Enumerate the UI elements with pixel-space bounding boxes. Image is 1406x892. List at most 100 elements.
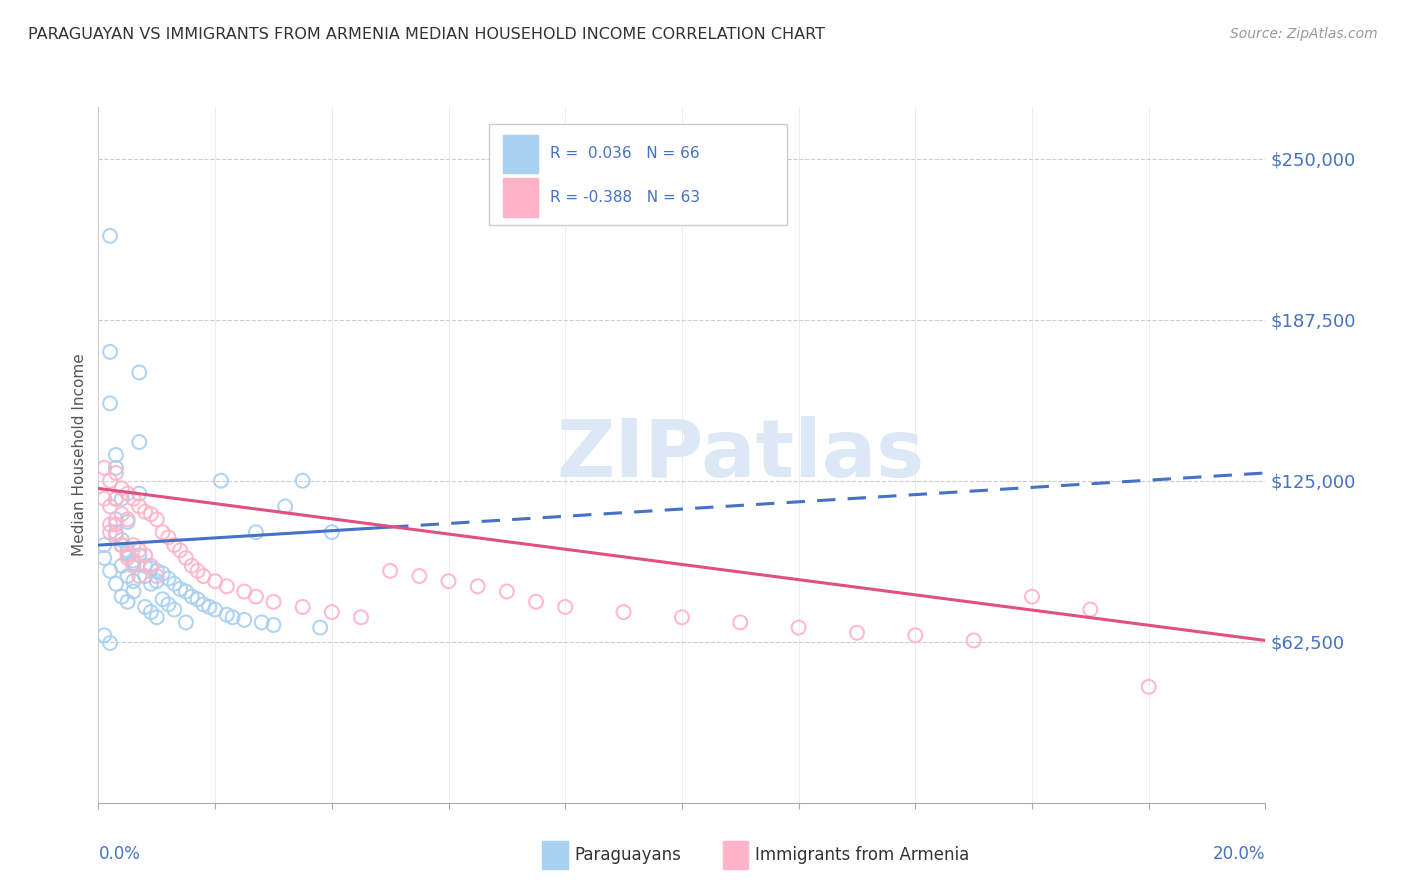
Point [117, 512, 139, 526]
Text: Paraguayans: Paraguayans [575, 846, 682, 864]
Point [128, 543, 150, 558]
Point [104, 512, 127, 526]
Text: 0.0%: 0.0% [98, 845, 141, 863]
Point [117, 551, 139, 566]
Point [157, 598, 180, 612]
Point [146, 512, 169, 526]
Point [98, 344, 121, 359]
Point [128, 435, 150, 450]
Point [134, 558, 156, 573]
Point [122, 491, 145, 506]
Point [93, 460, 115, 475]
Point [117, 515, 139, 529]
Point [111, 538, 134, 552]
Point [193, 598, 215, 612]
Point [157, 530, 180, 544]
Point [104, 528, 127, 542]
Point [98, 474, 121, 488]
Point [169, 543, 191, 558]
Point [204, 574, 226, 589]
Point [163, 602, 186, 616]
Point [134, 599, 156, 614]
Point [291, 474, 314, 488]
Point [104, 491, 127, 506]
Point [98, 517, 121, 532]
Point [1137, 680, 1160, 694]
Point [204, 602, 226, 616]
Point [554, 599, 576, 614]
Point [117, 486, 139, 500]
Point [245, 590, 267, 604]
Text: 20.0%: 20.0% [1213, 845, 1265, 863]
Point [98, 500, 121, 514]
Point [98, 228, 121, 243]
Bar [723, 841, 748, 869]
Point [467, 579, 489, 593]
Point [128, 500, 150, 514]
Point [233, 613, 256, 627]
Point [350, 610, 373, 624]
Point [128, 569, 150, 583]
Point [274, 500, 297, 514]
Point [128, 549, 150, 563]
Point [111, 558, 134, 573]
Point [139, 561, 162, 575]
Point [163, 576, 186, 591]
Point [262, 595, 284, 609]
Point [117, 549, 139, 563]
Point [309, 621, 332, 635]
Text: Immigrants from Armenia: Immigrants from Armenia [755, 846, 970, 864]
Point [139, 576, 162, 591]
Point [157, 572, 180, 586]
Point [93, 551, 115, 566]
Point [117, 595, 139, 609]
Point [291, 599, 314, 614]
Point [495, 584, 517, 599]
Point [215, 579, 238, 593]
Point [787, 621, 810, 635]
Point [408, 569, 430, 583]
Point [198, 599, 221, 614]
Point [152, 566, 174, 581]
Point [104, 460, 127, 475]
Text: R =  0.036   N = 66: R = 0.036 N = 66 [550, 146, 700, 161]
Point [122, 584, 145, 599]
Point [321, 605, 343, 619]
Point [111, 590, 134, 604]
Point [98, 396, 121, 410]
Point [904, 628, 927, 642]
Point [111, 538, 134, 552]
Text: R = -0.388   N = 63: R = -0.388 N = 63 [550, 190, 700, 205]
Point [98, 636, 121, 650]
Point [221, 610, 243, 624]
Point [187, 592, 209, 607]
Point [122, 538, 145, 552]
Point [139, 507, 162, 521]
Bar [503, 178, 538, 217]
Point [111, 538, 134, 552]
Text: PARAGUAYAN VS IMMIGRANTS FROM ARMENIA MEDIAN HOUSEHOLD INCOME CORRELATION CHART: PARAGUAYAN VS IMMIGRANTS FROM ARMENIA ME… [28, 27, 825, 42]
Point [98, 525, 121, 540]
Point [169, 582, 191, 596]
Point [111, 482, 134, 496]
Point [122, 574, 145, 589]
Point [146, 610, 169, 624]
Point [321, 525, 343, 540]
Point [128, 486, 150, 500]
Point [98, 564, 121, 578]
Point [93, 538, 115, 552]
Point [187, 564, 209, 578]
Point [104, 517, 127, 532]
Point [111, 507, 134, 521]
Point [146, 574, 169, 589]
Point [180, 558, 202, 573]
Point [122, 553, 145, 567]
Point [180, 590, 202, 604]
Point [146, 569, 169, 583]
Point [378, 564, 402, 578]
Point [174, 584, 197, 599]
Point [104, 576, 127, 591]
Point [122, 558, 145, 573]
Point [117, 569, 139, 583]
Point [117, 543, 139, 558]
